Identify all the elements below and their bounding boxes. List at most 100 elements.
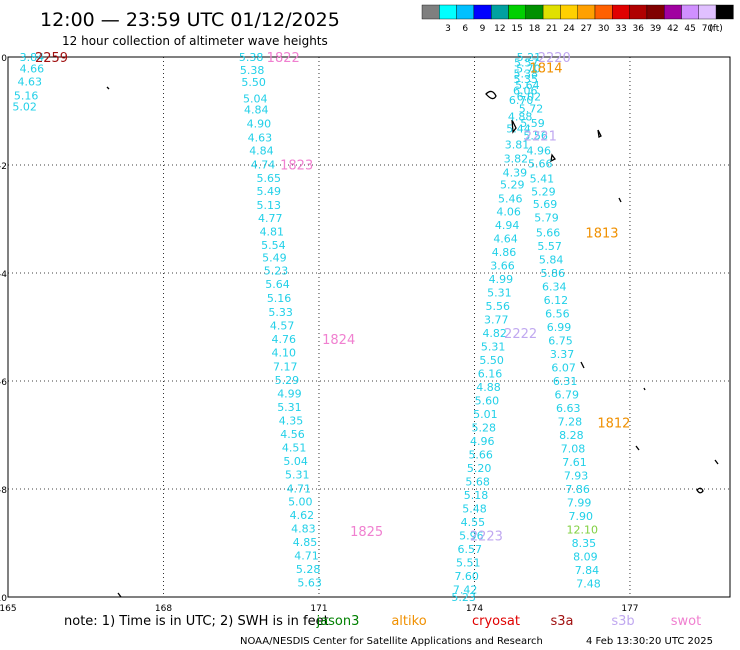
legend-tick-label: 45	[684, 24, 695, 34]
island-outline	[643, 387, 646, 391]
legend-swatch	[715, 4, 734, 20]
wave-height-value: 6.31	[553, 375, 578, 388]
wave-height-value: 5.50	[479, 354, 504, 367]
wave-height-value: 5.13	[256, 199, 281, 212]
island-outlines	[106, 86, 719, 598]
wave-height-value: 5.72	[519, 102, 544, 115]
wave-height-value: 6.79	[554, 389, 579, 402]
legend-swatch	[560, 4, 578, 20]
color-scale-legend: 3 6 9 12 15 18 21 24 27 30 33 36 39 42 45 70(ft)	[421, 4, 734, 34]
wave-height-value: 5.29	[275, 374, 300, 387]
wave-height-value: 6.34	[542, 281, 567, 294]
wave-height-value: 6.57	[458, 543, 483, 556]
wave-height-value: 4.99	[277, 387, 302, 400]
pass-time-label: 1812	[597, 417, 630, 432]
pass-time-label: 2222	[504, 327, 537, 342]
wave-height-value: 4.84	[249, 144, 274, 157]
legend-swatch	[491, 4, 509, 20]
wave-height-value: 5.28	[472, 421, 497, 434]
island-outline	[618, 197, 622, 203]
latitude-tick-label: -2	[0, 162, 7, 172]
wave-height-value: 4.76	[271, 333, 296, 346]
wave-height-value: 6.70	[509, 94, 534, 107]
wave-height-value: 6.56	[545, 308, 570, 321]
wave-height-value: 6.16	[478, 367, 503, 380]
wave-height-value: 4.86	[492, 246, 517, 259]
wave-height-value: 5.38	[514, 68, 539, 81]
wave-height-value: 5.49	[256, 185, 281, 198]
latitude-tick-label: -6	[0, 378, 7, 388]
pass-time-label: 1822	[267, 51, 300, 66]
wave-height-value: 4.96	[526, 144, 551, 157]
legend-swatch	[646, 4, 665, 20]
wave-height-value: 5.35	[514, 73, 539, 86]
wave-height-value: 5.70	[516, 62, 541, 75]
island-outline	[511, 119, 517, 134]
track-b: 5.215.575.705.385.355.646.066.026.705.72…	[451, 51, 600, 604]
wave-height-value: 4.99	[489, 273, 514, 286]
wave-height-value: 5.49	[262, 251, 287, 264]
legend-tick-label: 6	[462, 24, 468, 34]
wave-height-value: 7.28	[558, 416, 583, 429]
mission-legend: jason3 altiko cryosat s3a s3b swot	[316, 614, 702, 629]
island-outline	[117, 592, 122, 598]
wave-height-value: 7.60	[454, 570, 479, 583]
wave-height-value: 8.28	[559, 429, 584, 442]
wave-height-value: 7.42	[453, 583, 478, 596]
wave-height-value: 6.07	[551, 362, 576, 375]
wave-height-value: 5.29	[500, 178, 525, 191]
wave-height-value: 6.02	[517, 90, 542, 103]
mission-label-altiko: altiko	[391, 614, 426, 629]
wave-height-value: 4.83	[291, 522, 316, 535]
wave-height-value: 3.66	[490, 259, 515, 272]
wave-height-value: 7.93	[564, 470, 589, 483]
satellite-tracks: 3.844.664.635.165.025.385.385.505.044.84…	[12, 51, 600, 604]
legend-swatch	[456, 4, 475, 20]
wave-height-value: 4.62	[290, 509, 315, 522]
legend-swatch	[577, 4, 596, 20]
pass-time-label: 1824	[322, 333, 355, 348]
legend-tick-label: 9	[480, 24, 486, 34]
legend-swatch	[594, 4, 613, 20]
wave-height-value: 3.77	[484, 313, 509, 326]
track-left: 3.844.664.635.165.02	[12, 51, 44, 114]
legend-swatch	[629, 4, 648, 20]
wave-height-value: 4.63	[248, 131, 273, 144]
wave-height-value: 4.74	[251, 158, 276, 171]
wave-height-value: 5.57	[514, 56, 539, 69]
wave-height-value: 4.88	[508, 110, 533, 123]
wave-height-value: 7.17	[273, 360, 298, 373]
wave-height-value: 5.21	[517, 51, 542, 64]
legend-tick-label: 27	[581, 24, 592, 34]
legend-tick-label: 18	[529, 24, 541, 34]
pass-time-label: 2259	[35, 51, 68, 66]
longitude-tick-label: 168	[155, 604, 172, 614]
wave-height-value: 5.56	[486, 300, 511, 313]
pass-time-label: 2220	[538, 51, 571, 66]
wave-height-value: 3.81	[505, 138, 530, 151]
wave-height-value: 5.41	[530, 173, 555, 186]
wave-height-value: 12.10	[567, 524, 599, 537]
wave-height-value: 4.71	[294, 549, 319, 562]
wave-height-value: 7.48	[576, 578, 601, 591]
pass-time-label: 1823	[280, 158, 313, 173]
longitude-tick-label: 177	[621, 604, 638, 614]
wave-height-value: 5.16	[14, 89, 39, 102]
wave-height-value: 5.28	[296, 563, 321, 576]
legend-tick-label: 36	[633, 24, 645, 34]
wave-height-value: 5.54	[261, 239, 286, 252]
wave-height-value: 4.35	[279, 414, 304, 427]
island-outline	[597, 129, 602, 138]
wave-height-value: 5.65	[256, 172, 281, 185]
wave-height-value: 4.63	[18, 75, 43, 88]
wave-height-value: 5.96	[459, 529, 484, 542]
pass-time-label: 2223	[470, 529, 503, 544]
legend-tick-label: 42	[667, 24, 678, 34]
wave-height-value: 5.64	[515, 79, 540, 92]
wave-height-value: 4.55	[461, 516, 486, 529]
wave-height-value: 5.31	[487, 286, 512, 299]
island-outline	[696, 487, 704, 494]
wave-height-value: 5.86	[540, 267, 565, 280]
wave-height-value: 5.66	[536, 227, 561, 240]
wave-height-value: 5.04	[283, 455, 308, 468]
